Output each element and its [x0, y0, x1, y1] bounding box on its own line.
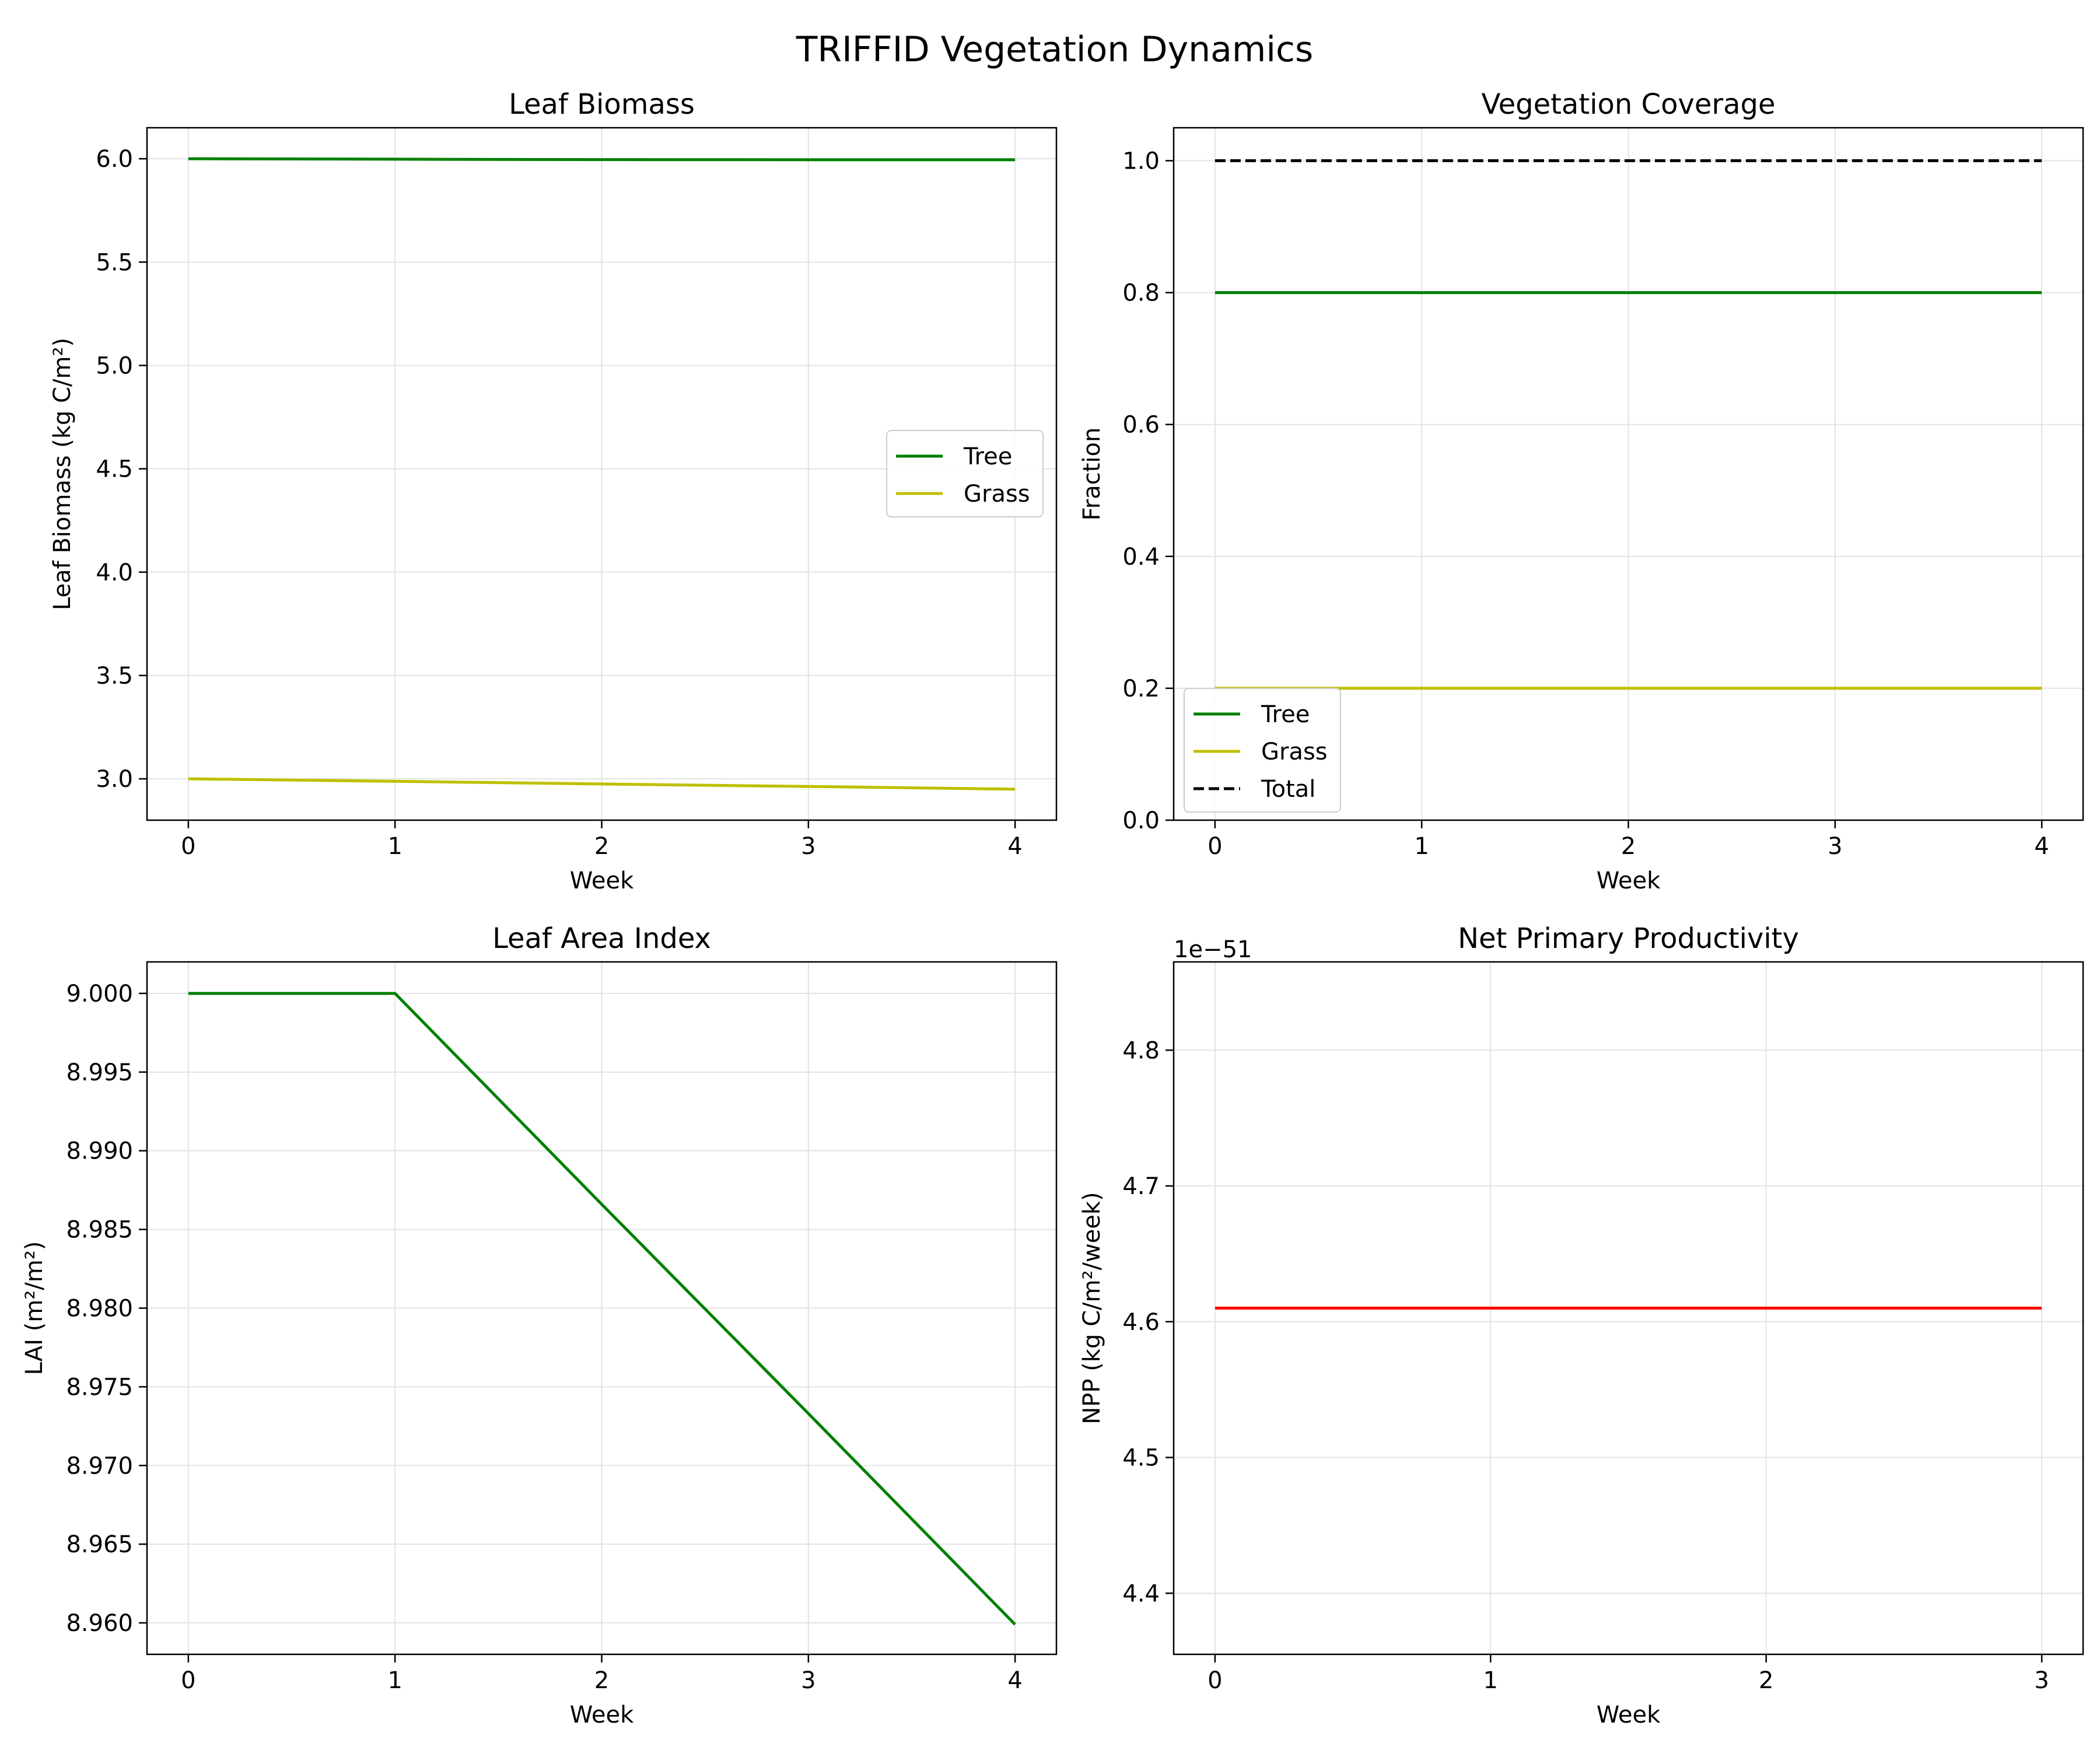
series-line-grass — [188, 777, 1016, 791]
subplot-title: Vegetation Coverage — [1481, 88, 1775, 121]
x-axis-label: Week — [1597, 867, 1661, 894]
subplot-title: Leaf Biomass — [509, 88, 695, 121]
subplot-3: 0 1 2 3 4 8.960 8.965 8.970 8.975 8.980 8.985 8.990… — [21, 922, 1058, 1728]
y-tick-label-1: 8.965 — [66, 1531, 133, 1558]
legend-label-total: Total — [1261, 776, 1315, 803]
y-tick-label-0: 8.960 — [66, 1610, 133, 1637]
y-tick-label-0: 3.0 — [96, 766, 133, 793]
x-tick-label-1: 1 — [387, 833, 402, 860]
y-offset-label: 1e−51 — [1174, 936, 1252, 963]
y-tick-label-2: 8.970 — [66, 1452, 133, 1479]
series-line-1 — [188, 992, 1016, 1626]
subplot-title: Net Primary Productivity — [1458, 922, 1799, 955]
legend-label-tree: Tree — [963, 443, 1012, 470]
x-tick-label-4: 4 — [2034, 833, 2049, 860]
subplot-title: Leaf Area Index — [492, 922, 711, 955]
subplot-1: 0 1 2 3 4 3.0 3.5 4.0 4.5 5.0 5.5 6.0 Leaf Biomass We… — [49, 88, 1058, 894]
x-tick-label-3: 3 — [801, 833, 816, 860]
axes-frame — [1172, 961, 2084, 1656]
x-tick-label-1: 1 — [1414, 833, 1429, 860]
y-tick-label-4: 5.0 — [96, 352, 133, 379]
y-tick-label-3: 4.7 — [1122, 1173, 1160, 1200]
x-tick-label-3: 3 — [801, 1667, 816, 1694]
x-tick-label-3: 3 — [2034, 1667, 2049, 1694]
x-axis-label: Week — [570, 1702, 634, 1728]
x-tick-label-0: 0 — [1208, 1667, 1222, 1694]
y-tick-label-2: 0.4 — [1122, 544, 1160, 570]
legend-label-grass: Grass — [964, 481, 1030, 508]
y-axis-label: Fraction — [1079, 428, 1105, 521]
x-tick-label-2: 2 — [594, 833, 609, 860]
y-tick-label-7: 8.995 — [66, 1059, 133, 1086]
y-tick-label-3: 0.6 — [1122, 412, 1160, 439]
y-axis-label: NPP (kg C/m²/week) — [1079, 1192, 1105, 1424]
x-tick-label-4: 4 — [1007, 833, 1022, 860]
x-axis-label: Week — [570, 867, 634, 894]
x-tick-label-0: 0 — [1208, 833, 1222, 860]
x-tick-label-2: 2 — [1621, 833, 1636, 860]
y-tick-label-4: 8.980 — [66, 1296, 133, 1322]
x-tick-label-4: 4 — [1007, 1667, 1022, 1694]
legend: Tree Grass Total — [1184, 688, 1341, 813]
x-tick-label-0: 0 — [181, 833, 195, 860]
legend-label-grass: Grass — [1261, 738, 1328, 765]
y-tick-label-2: 4.0 — [96, 559, 133, 586]
y-tick-label-6: 8.990 — [66, 1138, 133, 1165]
figure-title: TRIFFID Vegetation Dynamics — [796, 29, 1314, 70]
legend-box — [1184, 688, 1341, 813]
legend-box — [886, 430, 1044, 517]
x-tick-label-3: 3 — [1828, 833, 1842, 860]
y-axis-label: Leaf Biomass (kg C/m²) — [49, 338, 76, 610]
y-tick-label-4: 4.8 — [1122, 1037, 1160, 1064]
x-tick-label-2: 2 — [1759, 1667, 1773, 1694]
y-tick-label-5: 5.5 — [96, 249, 133, 276]
x-axis-label: Week — [1597, 1702, 1661, 1728]
y-tick-label-3: 4.5 — [96, 456, 133, 483]
subplot-2: 0 1 2 3 4 0.0 0.2 0.4 0.6 0.8 1.0 Vegetation Covera… — [1079, 88, 2084, 894]
series-line-tree — [188, 157, 1016, 162]
x-tick-label-1: 1 — [387, 1667, 402, 1694]
y-tick-label-3: 8.975 — [66, 1374, 133, 1401]
x-tick-label-2: 2 — [594, 1667, 609, 1694]
x-tick-label-1: 1 — [1483, 1667, 1498, 1694]
y-tick-label-1: 3.5 — [96, 663, 133, 690]
y-axis-label: LAI (m²/m²) — [21, 1241, 48, 1376]
subplot-4: 0 1 2 3 4.4 4.5 4.6 4.7 4.8 Net Primary Productiv… — [1079, 922, 2084, 1728]
x-tick-label-0: 0 — [181, 1667, 195, 1694]
legend: Tree Grass — [886, 430, 1044, 517]
y-tick-label-6: 6.0 — [96, 146, 133, 173]
y-tick-label-5: 8.985 — [66, 1217, 133, 1244]
y-tick-label-1: 0.2 — [1122, 676, 1160, 702]
y-tick-label-0: 0.0 — [1122, 807, 1160, 834]
y-tick-label-1: 4.5 — [1122, 1445, 1160, 1472]
y-tick-label-0: 4.4 — [1122, 1580, 1160, 1607]
y-tick-label-2: 4.6 — [1122, 1309, 1160, 1336]
y-tick-label-8: 9.000 — [66, 981, 133, 1007]
y-tick-label-5: 1.0 — [1122, 148, 1160, 175]
legend-label-tree: Tree — [1261, 701, 1310, 728]
y-tick-label-4: 0.8 — [1122, 280, 1160, 307]
